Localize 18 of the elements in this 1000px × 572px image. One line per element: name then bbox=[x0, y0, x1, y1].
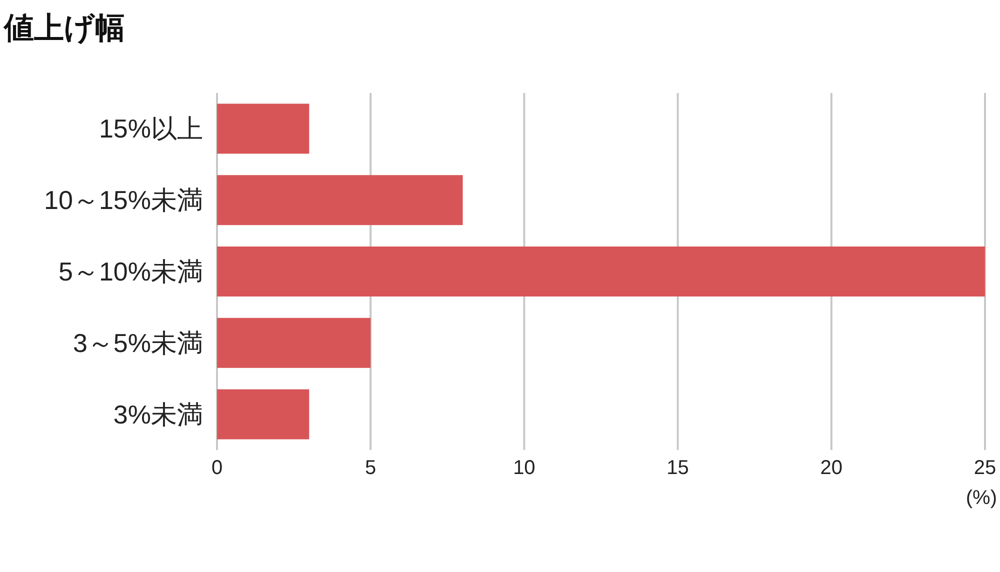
y-tick-label: 15%以上 bbox=[98, 114, 203, 144]
x-tick-label: 5 bbox=[365, 457, 376, 479]
x-tick-label: 10 bbox=[513, 457, 536, 479]
y-tick-label: 5～10%未満 bbox=[58, 256, 203, 286]
bar bbox=[217, 175, 463, 226]
x-tick-label: 20 bbox=[820, 457, 843, 479]
bar bbox=[217, 246, 985, 296]
x-tick-label: 0 bbox=[211, 457, 223, 479]
bar bbox=[217, 318, 371, 368]
bar bbox=[217, 104, 310, 154]
y-tick-label: 10～15%未満 bbox=[44, 185, 203, 216]
x-tick-label: 15 bbox=[666, 457, 689, 479]
y-tick-label: 3%未満 bbox=[113, 399, 203, 430]
y-tick-label: 3～5%未満 bbox=[72, 328, 203, 358]
bar bbox=[217, 389, 310, 440]
x-tick-label: 25 bbox=[974, 457, 996, 479]
x-axis-title: (%) bbox=[966, 487, 997, 509]
chart-title: 値上げ幅 bbox=[3, 12, 125, 45]
